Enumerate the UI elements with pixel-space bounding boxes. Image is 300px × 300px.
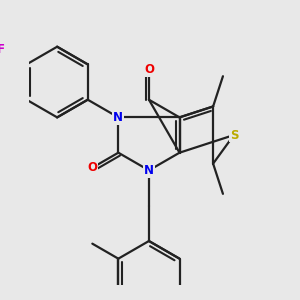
Text: O: O	[144, 63, 154, 76]
Text: O: O	[87, 161, 97, 174]
Text: N: N	[144, 164, 154, 177]
Text: F: F	[0, 43, 4, 56]
Text: N: N	[113, 111, 123, 124]
Text: F: F	[0, 43, 4, 56]
Text: S: S	[230, 128, 238, 142]
